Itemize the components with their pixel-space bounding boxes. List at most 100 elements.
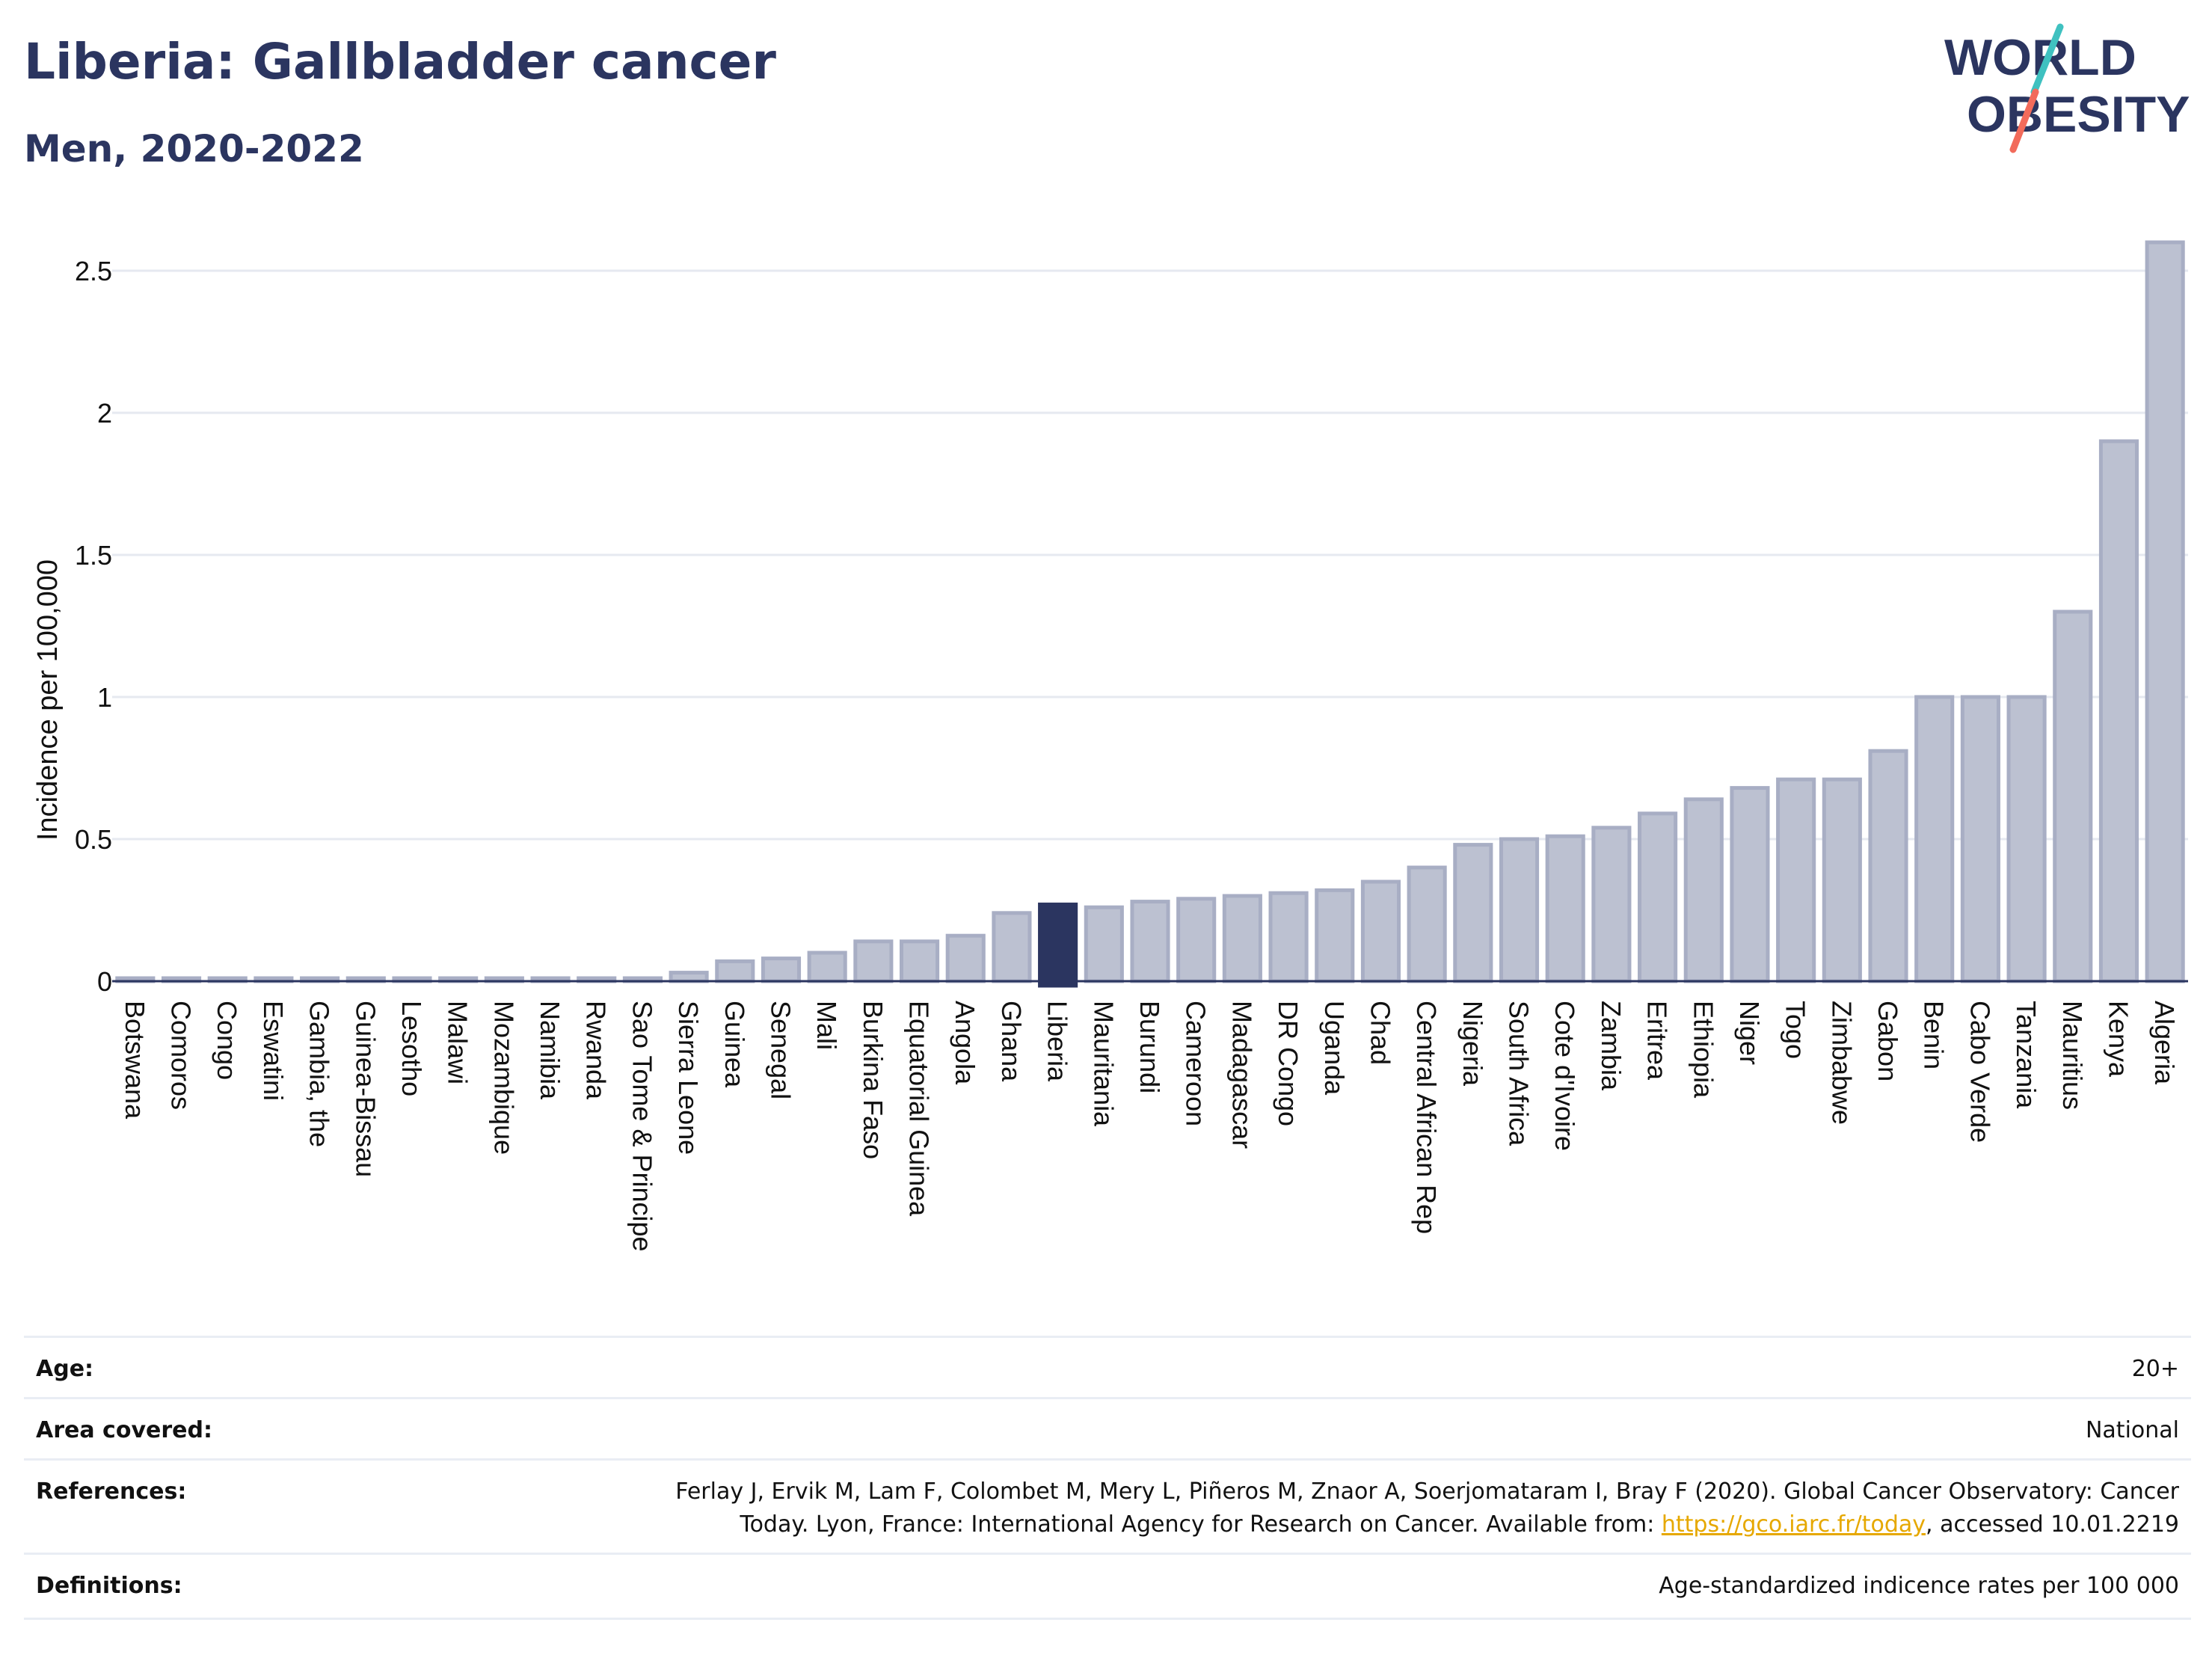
x-tick-label: Ghana	[996, 1001, 1027, 1082]
x-tick-label: Burkina Faso	[858, 1001, 888, 1159]
x-tick-label: Togo	[1781, 1001, 1811, 1059]
x-tick-label: Eswatini	[258, 1001, 289, 1101]
x-tick-label: Sao Tome & Principe	[627, 1001, 657, 1252]
bar	[669, 971, 709, 983]
x-tick-label: Congo	[212, 1001, 242, 1080]
meta-row-age: Age: 20+	[24, 1336, 2191, 1399]
x-tick-label: Ethiopia	[1688, 1001, 1718, 1099]
definitions-label: Definitions:	[36, 1573, 182, 1599]
x-tick-label: Guinea-Bissau	[350, 1001, 381, 1177]
bar	[2098, 439, 2139, 983]
bar	[1453, 843, 1493, 983]
references-link[interactable]: https://gco.iarc.fr/today	[1661, 1511, 1926, 1538]
area-value: National	[2085, 1417, 2179, 1443]
x-tick-label: Tanzania	[2011, 1001, 2042, 1109]
x-tick-label: Central African Rep	[1411, 1001, 1442, 1234]
x-tick-label: Gambia, the	[304, 1001, 335, 1147]
bar	[1960, 695, 2000, 983]
x-tick-label: Zimbabwe	[1826, 1001, 1857, 1125]
y-tick-labels: 0 0.5 1 1.5 2 2.5	[75, 256, 112, 997]
bar	[1683, 797, 1724, 983]
x-tick-label: Eritrea	[1642, 1001, 1673, 1081]
x-tick-label: South Africa	[1504, 1001, 1534, 1146]
meta-row-definitions: Definitions: Age-standardized indicence …	[24, 1553, 2191, 1620]
page-subtitle: Men, 2020-2022	[24, 127, 364, 171]
x-tick-label: Mauritius	[2057, 1001, 2088, 1110]
bar	[1730, 786, 1770, 983]
bar	[1222, 894, 1262, 983]
bar	[1591, 826, 1632, 983]
world-obesity-logo: WORLD OBESITY	[1944, 23, 2190, 153]
bar	[2145, 240, 2185, 983]
area-label: Area covered:	[36, 1417, 212, 1443]
references-line-1: Ferlay J, Ervik M, Lam F, Colombet M, Me…	[675, 1479, 2179, 1505]
x-tick-label: DR Congo	[1273, 1001, 1303, 1126]
bars	[115, 240, 2185, 988]
x-tick-label: Comoros	[166, 1001, 197, 1110]
x-tick-label: Benin	[1919, 1001, 1950, 1069]
x-tick-labels: Botswana Comoros Congo Eswatini Gambia, the G…	[120, 1001, 2180, 1252]
bar-chart: 0 0.5 1 1.5 2 2.5 Botswana Comoros Congo Eswatin…	[32, 240, 2188, 1252]
x-tick-label: Mauritania	[1088, 1001, 1119, 1127]
logo-text-obesity: OBESITY	[1967, 86, 2190, 143]
y-tick-label: 0.5	[75, 824, 112, 855]
bar	[1822, 777, 1862, 983]
age-value: 20+	[2131, 1356, 2179, 1382]
logo-slash-teal	[2030, 23, 2064, 96]
x-tick-label: Burundi	[1134, 1001, 1165, 1093]
x-tick-label: Zambia	[1596, 1001, 1626, 1091]
bar	[1176, 897, 1217, 983]
y-tick-label: 1	[97, 682, 112, 713]
bar	[1776, 777, 1816, 983]
bar	[1130, 900, 1170, 983]
bar	[1499, 837, 1540, 983]
bar	[1315, 888, 1355, 983]
age-label: Age:	[36, 1356, 94, 1382]
bar	[1038, 902, 1078, 988]
bar	[1914, 695, 1955, 983]
meta-row-references: References: Ferlay J, Ervik M, Lam F, Co…	[24, 1458, 2191, 1555]
x-tick-label: Sierra Leone	[673, 1001, 704, 1155]
y-tick-label: 0	[97, 966, 112, 997]
x-tick-label: Angola	[950, 1001, 980, 1085]
bar	[992, 911, 1032, 983]
page-title: Liberia: Gallbladder cancer	[24, 33, 776, 90]
references-line-2-pre: Today. Lyon, France: International Agenc…	[740, 1511, 1662, 1538]
y-tick-label: 1.5	[75, 540, 112, 571]
references-line-2: Today. Lyon, France: International Agenc…	[675, 1508, 2179, 1541]
bar	[899, 939, 940, 983]
bar	[1545, 834, 1585, 983]
bar	[1360, 879, 1401, 983]
x-tick-label: Cabo Verde	[1964, 1001, 1995, 1143]
bar	[1084, 905, 1124, 983]
x-tick-label: Chad	[1365, 1001, 1395, 1065]
x-tick-label: Rwanda	[581, 1001, 612, 1100]
definitions-value: Age-standardized indicence rates per 100…	[1659, 1573, 2179, 1599]
x-tick-label: Guinea	[719, 1001, 750, 1088]
bar	[1868, 749, 1908, 983]
x-tick-label: Liberia	[1042, 1001, 1073, 1082]
x-tick-label: Cameroon	[1181, 1001, 1211, 1126]
bar	[2006, 695, 2047, 983]
y-axis-label: Incidence per 100,000	[32, 559, 64, 841]
x-tick-label: Kenya	[2103, 1001, 2133, 1078]
x-tick-label: Gabon	[1872, 1001, 1903, 1081]
x-tick-label: Botswana	[120, 1001, 150, 1120]
x-tick-label: Senegal	[765, 1001, 796, 1099]
x-tick-label: Lesotho	[396, 1001, 427, 1096]
x-tick-label: Madagascar	[1226, 1001, 1257, 1149]
x-tick-label: Namibia	[535, 1001, 565, 1100]
bar	[1407, 865, 1447, 983]
bar	[1268, 891, 1309, 983]
x-tick-label: Niger	[1734, 1001, 1765, 1065]
bar	[761, 957, 802, 983]
x-tick-label: Uganda	[1319, 1001, 1350, 1096]
references-label: References:	[36, 1479, 187, 1505]
bar	[807, 951, 847, 983]
bar	[2053, 610, 2093, 983]
x-tick-label: Algeria	[2149, 1001, 2180, 1085]
references-line-2-post: , accessed 10.01.2219	[1926, 1511, 2179, 1538]
x-tick-label: Nigeria	[1457, 1001, 1488, 1087]
x-tick-label: Mali	[811, 1001, 842, 1050]
logo-slash-coral	[2009, 88, 2039, 153]
